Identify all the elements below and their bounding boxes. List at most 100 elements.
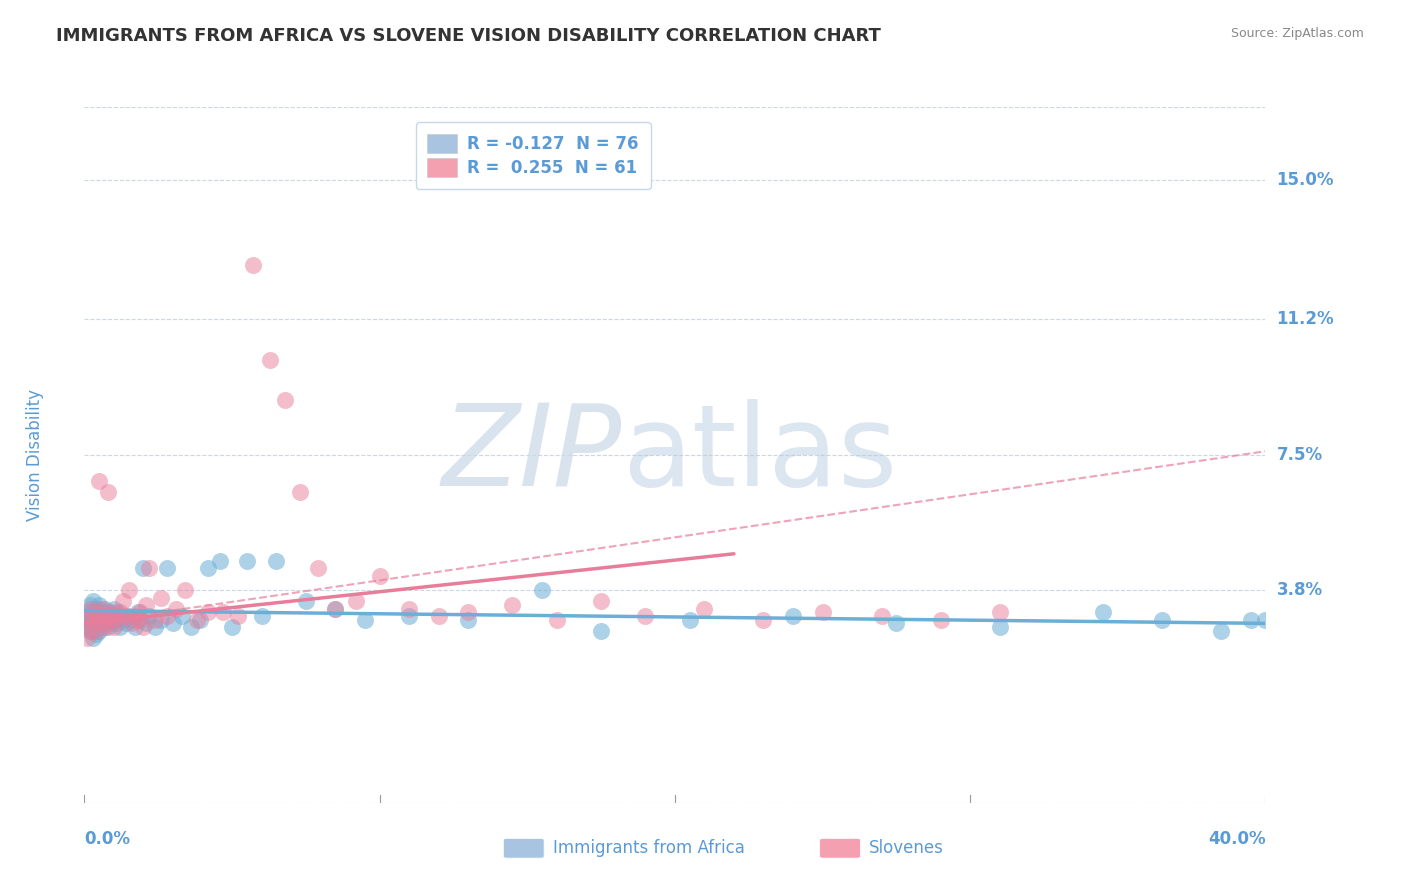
Point [188, 613, 211, 627]
Point [129, 613, 152, 627]
Point [111, 613, 134, 627]
Point [591, 624, 613, 638]
Point [1240, 613, 1263, 627]
Point [97, 484, 120, 499]
Text: Immigrants from Africa: Immigrants from Africa [553, 839, 744, 857]
Text: Slovenes: Slovenes [869, 839, 943, 857]
Text: 40.0%: 40.0% [1208, 830, 1265, 847]
Point [103, 601, 125, 615]
Text: Source: ZipAtlas.com: Source: ZipAtlas.com [1230, 27, 1364, 40]
Point [84, 606, 107, 620]
Point [1209, 624, 1232, 638]
Point [87, 598, 111, 612]
Point [156, 609, 179, 624]
Point [76, 613, 98, 627]
Point [94, 620, 117, 634]
Point [84, 613, 107, 627]
Point [323, 601, 347, 615]
Point [530, 583, 553, 598]
Point [143, 620, 166, 634]
Point [132, 561, 155, 575]
Point [87, 609, 111, 624]
Point [180, 620, 202, 634]
Text: 0.0%: 0.0% [84, 830, 131, 847]
Point [678, 613, 700, 627]
Point [100, 606, 122, 620]
Point [87, 616, 111, 631]
Point [82, 616, 104, 631]
Point [87, 624, 111, 638]
Point [212, 606, 235, 620]
Point [118, 609, 141, 624]
Point [76, 620, 98, 634]
Point [811, 606, 834, 620]
Point [929, 613, 952, 627]
Point [127, 606, 149, 620]
Point [87, 609, 111, 624]
Point [259, 352, 281, 367]
Point [307, 561, 329, 575]
Text: atlas: atlas [621, 400, 897, 510]
Point [84, 601, 107, 615]
Text: 7.5%: 7.5% [1277, 446, 1323, 464]
Point [91, 601, 114, 615]
Point [97, 606, 120, 620]
Point [186, 613, 208, 627]
Point [100, 609, 122, 624]
Point [114, 609, 136, 624]
Point [127, 613, 149, 627]
Point [782, 609, 804, 624]
Point [84, 620, 107, 634]
Point [132, 620, 155, 634]
Point [988, 620, 1011, 634]
Point [103, 609, 125, 624]
Point [209, 554, 232, 568]
Point [368, 568, 391, 582]
Point [226, 609, 249, 624]
Point [457, 606, 479, 620]
Point [103, 613, 125, 627]
Point [264, 554, 288, 568]
Point [103, 620, 125, 634]
Point [108, 609, 131, 624]
Point [121, 616, 143, 631]
Point [82, 616, 104, 631]
Point [693, 601, 716, 615]
Point [79, 601, 101, 615]
Point [150, 613, 173, 627]
Point [79, 616, 101, 631]
Point [150, 591, 173, 605]
Point [295, 594, 318, 608]
Point [1091, 606, 1114, 620]
Point [162, 616, 184, 631]
Point [91, 613, 114, 627]
Point [354, 613, 377, 627]
Point [111, 594, 134, 608]
Point [108, 606, 131, 620]
Point [1150, 613, 1173, 627]
Point [129, 606, 152, 620]
Point [97, 620, 120, 634]
Text: 15.0%: 15.0% [1277, 171, 1334, 189]
Point [91, 616, 114, 631]
Point [752, 613, 775, 627]
Point [143, 613, 166, 627]
Point [114, 616, 136, 631]
Point [221, 620, 243, 634]
Point [84, 627, 107, 641]
Point [988, 606, 1011, 620]
Point [94, 609, 117, 624]
Point [135, 598, 157, 612]
Point [94, 616, 117, 631]
Text: ZIP: ZIP [441, 400, 621, 510]
Point [105, 606, 128, 620]
Point [634, 609, 657, 624]
Point [82, 624, 104, 638]
Text: 11.2%: 11.2% [1277, 310, 1334, 328]
Point [173, 583, 195, 598]
Point [274, 392, 297, 407]
Point [591, 594, 613, 608]
Point [108, 620, 131, 634]
Point [242, 258, 264, 272]
Point [79, 598, 101, 612]
